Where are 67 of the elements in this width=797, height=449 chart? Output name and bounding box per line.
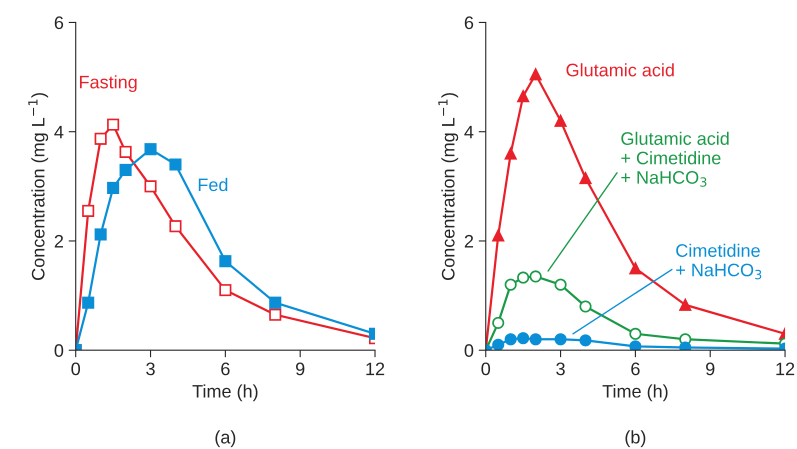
text: Glutamic acid + Cimetidine + NaHCO$_{3}$ [621, 132, 729, 187]
series-label: Fed [198, 178, 228, 192]
point [120, 146, 132, 158]
point [517, 90, 530, 102]
y-axis-title: Concentration (mg L$^{−1}$) [438, 93, 458, 280]
x-tick-label: 3 [146, 362, 155, 376]
x-tick-label: 12 [776, 362, 794, 376]
x-tick-label: 9 [296, 362, 304, 376]
point [629, 328, 642, 340]
point [492, 229, 504, 242]
y-tick-label: 0 [464, 344, 474, 357]
point [107, 118, 120, 131]
y-tick-label: 4 [54, 126, 64, 138]
y-tick-label: 2 [54, 234, 64, 248]
y-axis-title: Concentration (mg L$^{−1}$) [28, 93, 48, 280]
series-label: Glutamic acid [566, 63, 674, 76]
text: (b) [625, 430, 646, 448]
x-tick-label: 0 [71, 362, 80, 376]
point [169, 220, 182, 232]
x-tick-label: 6 [221, 362, 230, 376]
x-tick-label: 9 [706, 362, 714, 376]
point [530, 270, 542, 283]
point [504, 333, 517, 346]
y-tick-label: 6 [54, 16, 64, 30]
point [492, 316, 504, 329]
point [94, 132, 107, 145]
point [144, 143, 157, 156]
point [579, 300, 592, 313]
x-tick-label: 0 [481, 362, 490, 376]
point [269, 296, 282, 309]
text: Cimetidine + NaHCO$_{3}$ [676, 244, 762, 280]
y-tick-label: 2 [464, 234, 474, 248]
point [107, 182, 120, 194]
point [219, 284, 232, 296]
point [94, 228, 107, 240]
point [219, 255, 232, 268]
point [517, 272, 530, 284]
y-tick-label: 4 [464, 126, 474, 138]
x-tick-label: 6 [631, 362, 640, 376]
point [504, 148, 517, 160]
point [679, 298, 692, 311]
point [269, 308, 282, 321]
point [82, 296, 94, 309]
x-axis-title: Time (h) [602, 384, 668, 402]
point [169, 158, 182, 171]
text: (a) [215, 430, 236, 448]
series-label: Fasting [80, 75, 137, 92]
point [554, 333, 567, 346]
point [579, 172, 592, 184]
point [530, 68, 542, 80]
point [629, 262, 642, 274]
point [144, 180, 157, 192]
point [492, 338, 504, 350]
point [530, 333, 542, 346]
point [504, 278, 517, 291]
y-tick-label: 0 [54, 344, 64, 357]
x-tick-label: 12 [366, 362, 384, 376]
point [554, 278, 567, 291]
point [82, 204, 94, 217]
point [579, 334, 592, 346]
x-tick-label: 3 [556, 362, 565, 376]
y-tick-label: 6 [464, 16, 474, 30]
x-axis-title: Time (h) [192, 384, 258, 402]
point [554, 114, 567, 127]
point [517, 332, 530, 344]
point [629, 340, 642, 350]
point [120, 164, 132, 176]
